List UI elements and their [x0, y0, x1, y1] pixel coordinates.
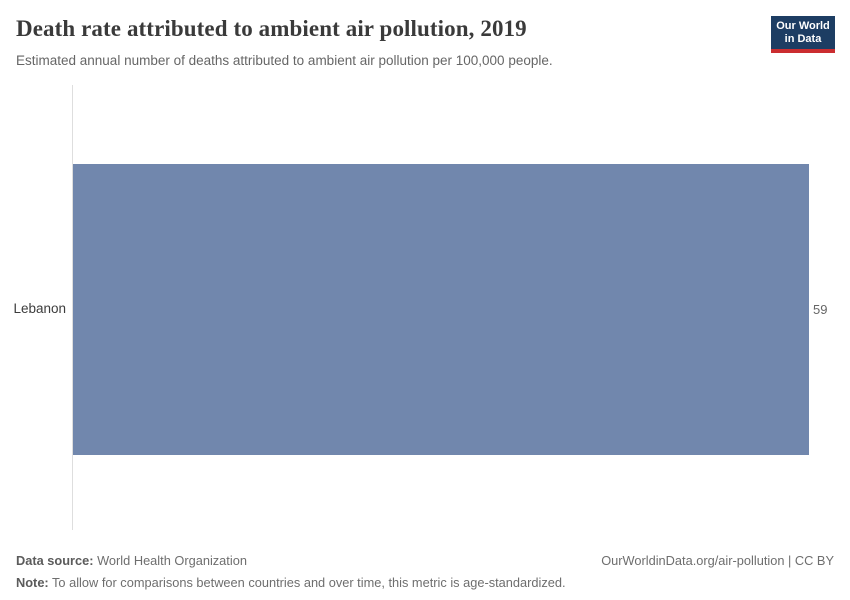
owid-logo-line1: Our World: [776, 20, 830, 32]
footer-note-line: Note: To allow for comparisons between c…: [16, 575, 834, 590]
value-label-lebanon: 59: [813, 302, 828, 317]
note-value: To allow for comparisons between countri…: [48, 575, 566, 590]
page-title: Death rate attributed to ambient air pol…: [16, 16, 527, 41]
owid-logo-line2: in Data: [784, 33, 822, 45]
bar-track: [73, 164, 809, 455]
footer-sources-line: Data source: World Health Organization O…: [16, 553, 834, 568]
owid-url-link[interactable]: OurWorldinData.org/air-pollution | CC BY: [601, 553, 834, 568]
datasource-label: Data source:: [16, 553, 94, 568]
owid-logo[interactable]: Our World in Data: [771, 16, 835, 53]
owid-logo-box: Our World in Data: [771, 16, 835, 53]
note-label: Note:: [16, 575, 49, 590]
chart-subtitle: Estimated annual number of deaths attrib…: [16, 53, 553, 68]
bar-lebanon[interactable]: [73, 164, 809, 455]
entity-label-lebanon: Lebanon: [13, 301, 66, 316]
chart-footer: Data source: World Health Organization O…: [16, 553, 834, 590]
y-axis-line: [72, 85, 73, 530]
datasource-value: World Health Organization: [93, 553, 247, 568]
